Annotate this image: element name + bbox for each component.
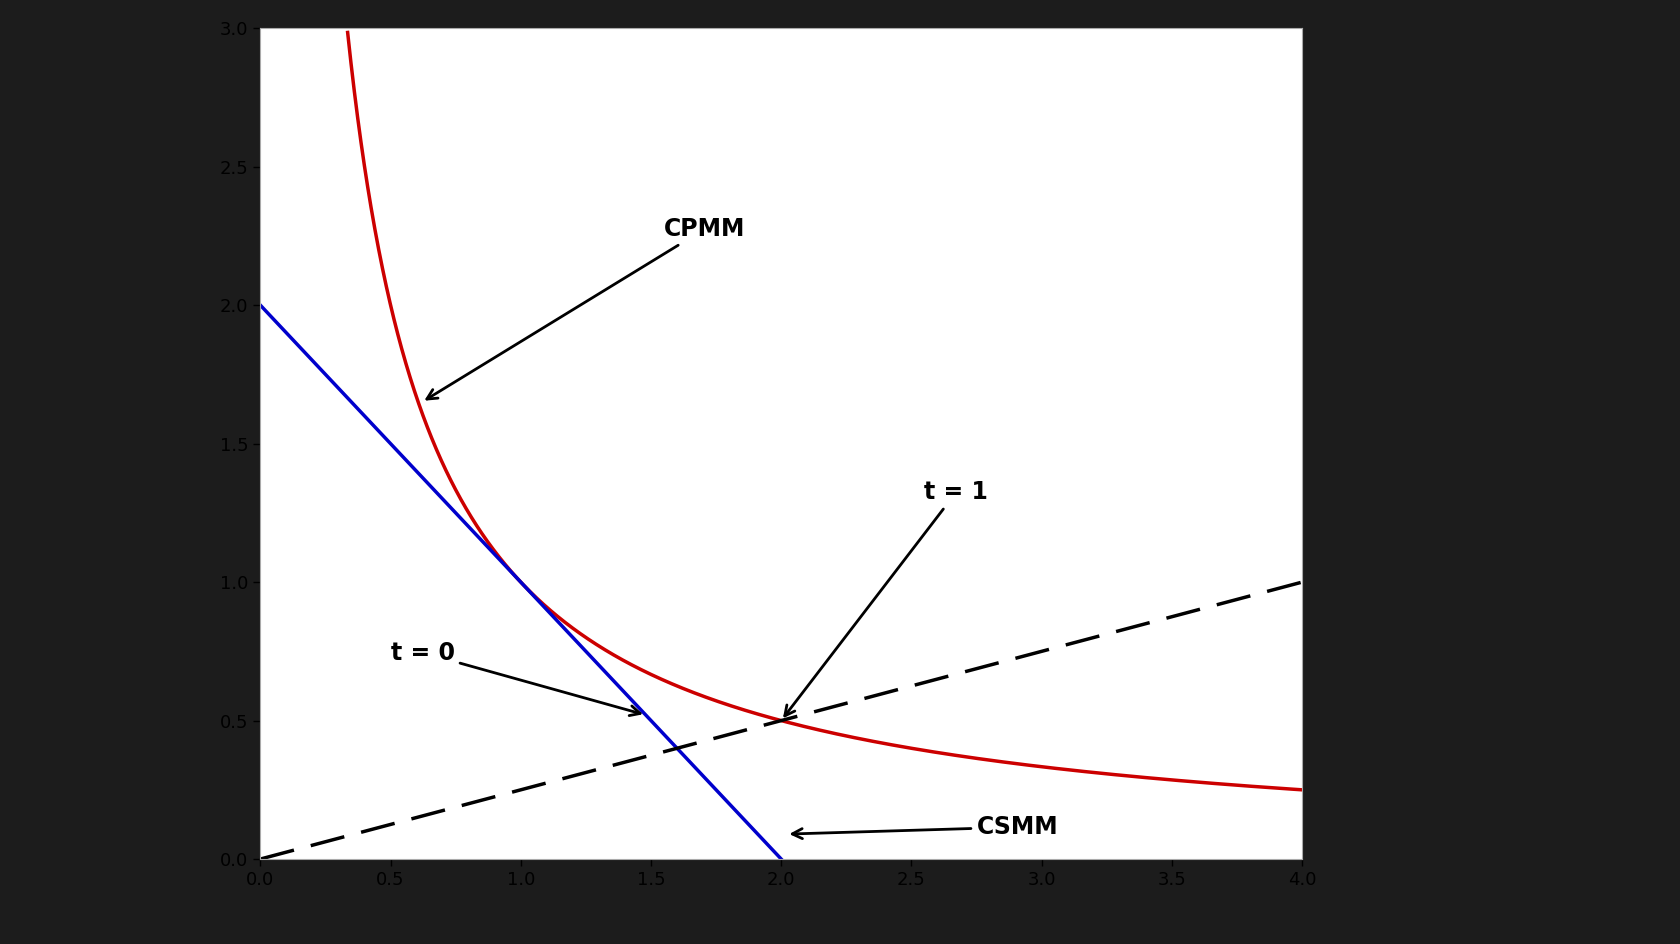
- Text: t = 1: t = 1: [785, 480, 988, 716]
- Text: t = 0: t = 0: [390, 641, 640, 716]
- Text: CSMM: CSMM: [793, 815, 1058, 839]
- Text: CPMM: CPMM: [427, 217, 746, 399]
